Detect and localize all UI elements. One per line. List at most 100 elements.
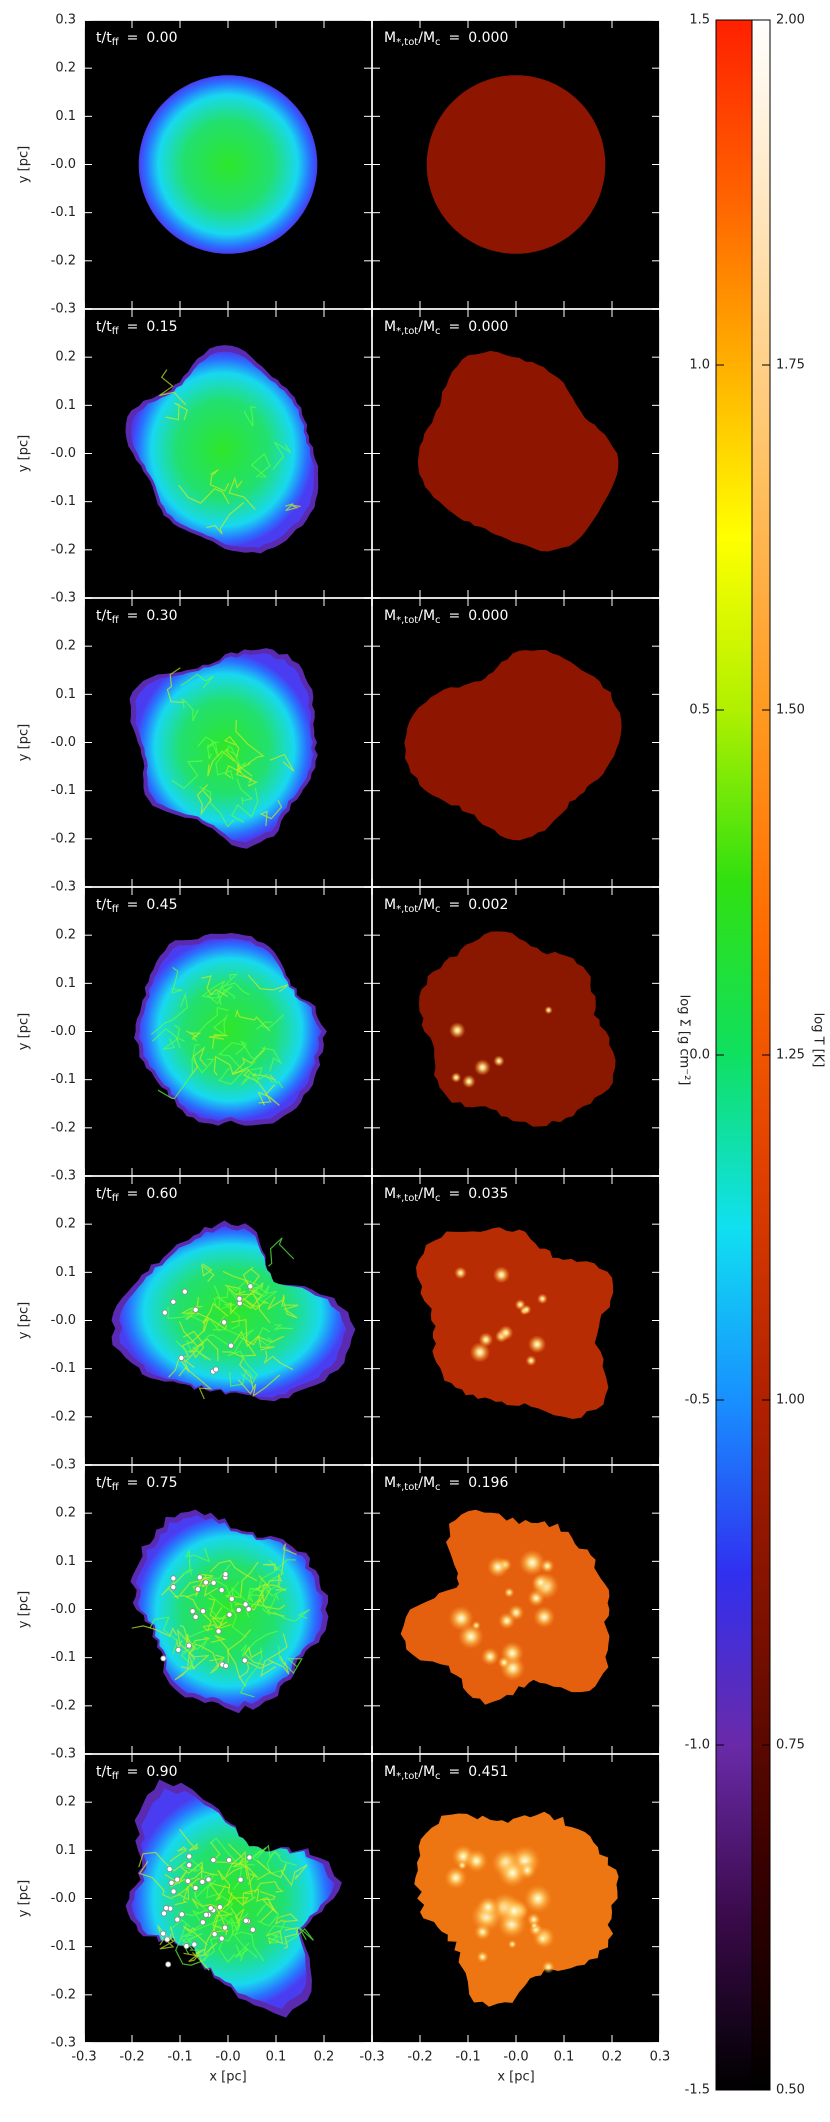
- label-sep: =: [449, 1186, 461, 1202]
- y-tick-label: -0.1: [51, 1939, 76, 1954]
- filament: [149, 1616, 178, 1655]
- panel-label: t/tff = 0.15: [96, 319, 178, 337]
- filament: [285, 503, 301, 512]
- hot-spot: [457, 1860, 468, 1871]
- sink: [235, 1606, 242, 1613]
- filament: [204, 1564, 232, 1598]
- sink: [222, 1662, 229, 1669]
- filament: [178, 1321, 219, 1362]
- filament: [197, 736, 220, 757]
- y-tick-label: 0.1: [55, 109, 76, 124]
- y-tick-label: -0.0: [51, 1602, 76, 1617]
- label-part: *,tot: [396, 326, 418, 337]
- filament: [235, 1944, 258, 1962]
- filament: [267, 1294, 285, 1310]
- colorbar-label: log T [K]: [811, 1013, 826, 1068]
- label-part: t/t: [96, 1186, 112, 1202]
- filament: [218, 1864, 249, 1881]
- filament: [240, 1067, 263, 1086]
- hot-spot: [450, 1072, 462, 1083]
- sink: [178, 1354, 185, 1361]
- sink: [247, 1283, 254, 1290]
- label-sep: =: [127, 1186, 139, 1202]
- filament: [208, 1033, 228, 1049]
- filament: [209, 1654, 225, 1674]
- sink: [236, 1295, 243, 1302]
- filament: [244, 406, 256, 427]
- filament: [244, 1864, 259, 1885]
- filament: [274, 1324, 294, 1331]
- filament: [226, 1891, 256, 1907]
- sink: [194, 1586, 201, 1593]
- filament: [190, 1315, 226, 1332]
- filament: [220, 1303, 240, 1330]
- colorbar-tick-label: 0.0: [689, 1048, 710, 1063]
- filament: [138, 1851, 187, 1872]
- filament: [231, 787, 259, 823]
- label-value: 0.75: [146, 1475, 177, 1491]
- hot-spot: [544, 1006, 553, 1015]
- label-part: M: [384, 608, 396, 624]
- label-value: 0.196: [468, 1475, 508, 1491]
- filament: [243, 1069, 272, 1104]
- filament: [274, 1913, 299, 1925]
- hot-spot: [507, 1939, 517, 1949]
- filament: [179, 1574, 214, 1596]
- filament: [272, 441, 292, 470]
- sink: [207, 1905, 214, 1912]
- filament: [228, 1280, 256, 1315]
- filament: [211, 1606, 227, 1630]
- label-part: /M: [418, 897, 435, 913]
- y-tick-label: 0.2: [55, 350, 76, 365]
- x-axis-label: x [pc]: [209, 2070, 246, 2085]
- panel: [84, 598, 372, 887]
- filament: [269, 753, 295, 772]
- sink: [178, 1911, 185, 1918]
- colorbar-tick-label: 1.0: [689, 358, 710, 373]
- filament: [225, 747, 253, 784]
- hot-spot: [471, 1620, 481, 1630]
- y-tick-label: -0.2: [51, 831, 76, 846]
- panel-label: M*,tot/Mc = 0.196: [384, 1475, 508, 1493]
- sink: [245, 1606, 252, 1613]
- label-part: *,tot: [396, 1482, 418, 1493]
- panel-label: M*,tot/Mc = 0.000: [384, 30, 508, 48]
- filament: [196, 784, 212, 816]
- sink: [210, 1857, 217, 1864]
- filament: [215, 748, 239, 780]
- label-sep: =: [127, 319, 139, 335]
- filament: [260, 1633, 288, 1678]
- panel-label: M*,tot/Mc = 0.000: [384, 608, 508, 626]
- y-tick-label: -0.0: [51, 735, 76, 750]
- y-tick-label: -0.0: [51, 446, 76, 461]
- filament: [218, 1926, 237, 1964]
- label-part: ff: [112, 1771, 120, 1782]
- filament: [209, 469, 230, 492]
- label-part: ff: [112, 326, 120, 337]
- filament: [190, 1045, 207, 1077]
- sink: [218, 1587, 225, 1594]
- filament: [277, 1645, 303, 1674]
- sink: [170, 1584, 177, 1591]
- y-tick-label: -0.3: [51, 880, 76, 895]
- y-tick-label: -0.1: [51, 1361, 76, 1376]
- label-part: t/t: [96, 319, 112, 335]
- hot-spot: [476, 1950, 489, 1964]
- colorbar-tick-label: 0.5: [689, 703, 710, 718]
- hot-spot: [487, 1556, 509, 1578]
- y-tick-label: -0.3: [51, 302, 76, 317]
- filament: [242, 1297, 269, 1311]
- panel: [372, 887, 660, 1176]
- hot-spot: [498, 1612, 516, 1630]
- colorbar-tick-label: 1.75: [776, 358, 805, 373]
- filament: [252, 1282, 271, 1323]
- hot-spot: [530, 1921, 539, 1930]
- filament: [227, 745, 247, 776]
- sink: [170, 1888, 177, 1895]
- label-part: ff: [112, 904, 120, 915]
- label-part: t/t: [96, 30, 112, 46]
- filament: [227, 1350, 258, 1385]
- sink: [170, 1298, 177, 1305]
- filament: [157, 1925, 174, 1946]
- filament: [192, 1948, 210, 1971]
